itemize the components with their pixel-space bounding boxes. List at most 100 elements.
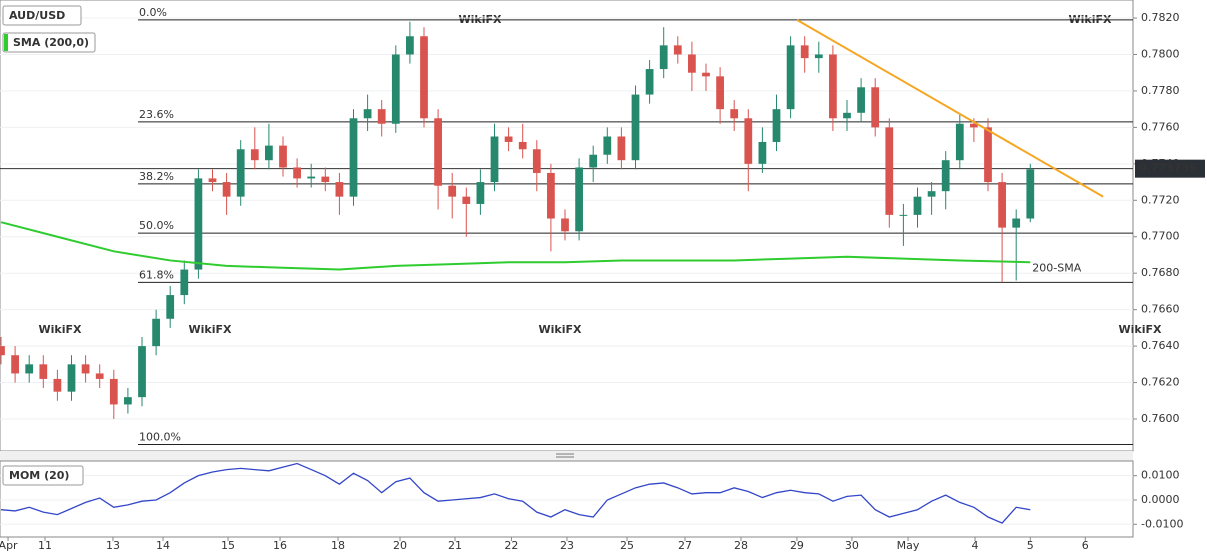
candle-body — [67, 364, 76, 392]
legend-label: SMA (200,0) — [13, 36, 89, 49]
candle-body — [124, 397, 132, 405]
x-tick-label: 18 — [331, 539, 345, 552]
candle-body — [180, 269, 189, 296]
candle-body — [166, 295, 175, 319]
candle-body — [871, 87, 880, 128]
candle-body — [321, 176, 330, 183]
candle-body — [307, 176, 316, 179]
y-tick-label: 0.7640 — [1141, 339, 1180, 352]
candle-body — [0, 346, 5, 356]
candle-body — [941, 160, 950, 192]
candle-body — [885, 127, 894, 215]
legend-label: AUD/USD — [9, 9, 65, 22]
candle-body — [532, 149, 541, 173]
x-tick-label: 15 — [221, 539, 235, 552]
x-tick-label: 29 — [790, 539, 804, 552]
candle-body — [857, 87, 865, 113]
candle-body — [575, 167, 583, 232]
watermark: WikiFX — [189, 323, 233, 336]
y-tick-label: 0.7680 — [1141, 266, 1180, 279]
candle-body — [194, 178, 203, 270]
sma-annotation: 200-SMA — [1032, 261, 1081, 274]
fib-label: 100.0% — [139, 431, 181, 444]
candle-body — [504, 136, 513, 142]
candle-body — [617, 136, 626, 161]
trend-line — [796, 18, 1104, 198]
candle-body — [829, 54, 837, 119]
x-tick-label: Apr — [0, 539, 18, 552]
x-tick-label: 28 — [734, 539, 748, 552]
candle-body — [843, 112, 851, 119]
candle-body — [730, 109, 739, 119]
y-tick-label: 0.7820 — [1141, 11, 1180, 24]
candle-body — [955, 123, 964, 161]
sma-line — [0, 221, 1031, 271]
y-tick-label: 0.7620 — [1141, 376, 1180, 389]
fib-label: 38.2% — [139, 170, 174, 183]
legend-label: MOM (20) — [9, 469, 69, 482]
candle-body — [645, 69, 654, 95]
candle-body — [11, 355, 19, 374]
y-tick-label: 0.7700 — [1141, 230, 1180, 243]
mom-line — [0, 462, 1031, 524]
candle-body — [377, 109, 386, 124]
x-tick-label: 5 — [1027, 539, 1034, 552]
x-tick-label: 22 — [504, 539, 518, 552]
candle-body — [758, 141, 767, 164]
watermark: WikiFX — [39, 323, 83, 336]
candle-body — [39, 364, 48, 379]
legend-swatch — [4, 34, 8, 51]
candle-body — [152, 318, 160, 347]
last-price-box — [1135, 159, 1205, 178]
candle-body — [518, 141, 527, 150]
x-tick-label: 27 — [678, 539, 692, 552]
legend-box — [2, 32, 96, 53]
candle-body — [970, 123, 978, 128]
candle-body — [998, 182, 1006, 228]
x-tick-label: 11 — [38, 539, 52, 552]
candle-body — [25, 364, 34, 374]
candle-body — [222, 182, 231, 197]
y-tick-label: 0.7720 — [1141, 193, 1180, 206]
y-tick-label: 0.0100 — [1141, 469, 1180, 482]
candle-body — [434, 118, 442, 186]
candle-body — [138, 346, 146, 398]
y-tick-label: 0.7780 — [1141, 84, 1180, 97]
watermark: WikiFX — [539, 323, 583, 336]
candle-body — [109, 378, 118, 405]
candle-body — [786, 45, 795, 110]
watermark: WikiFX — [1119, 323, 1163, 336]
candle-body — [476, 182, 485, 204]
candle-body — [279, 145, 287, 168]
fib-label: 23.6% — [139, 108, 174, 121]
x-tick-label: 16 — [273, 539, 287, 552]
candle-body — [688, 54, 696, 73]
candle-body — [250, 149, 259, 161]
x-tick-label: 25 — [620, 539, 634, 552]
candle-body — [335, 182, 344, 197]
candle-body — [1012, 218, 1021, 228]
legend-box — [2, 465, 84, 486]
candle-body — [406, 36, 414, 55]
y-tick-label: -0.0100 — [1141, 517, 1183, 530]
candle-body — [293, 167, 301, 179]
candle-body — [363, 109, 372, 119]
candle-body — [265, 145, 273, 161]
candle-body — [772, 109, 781, 142]
legend-box — [2, 5, 82, 26]
x-tick-label: 6 — [1082, 539, 1089, 552]
y-tick-label: 0.7760 — [1141, 120, 1180, 133]
candle-body — [716, 76, 724, 110]
candle-body — [913, 196, 922, 215]
fib-label: 61.8% — [139, 268, 174, 281]
candle-body — [236, 149, 245, 197]
candle-body — [462, 196, 471, 204]
candle-body — [631, 94, 640, 161]
fib-label: 50.0% — [139, 219, 174, 232]
x-tick-label: 21 — [448, 539, 462, 552]
y-tick-label: 0.0000 — [1141, 493, 1180, 506]
candle-body — [547, 172, 555, 219]
candle-body — [391, 54, 400, 124]
candle-body — [95, 373, 104, 379]
